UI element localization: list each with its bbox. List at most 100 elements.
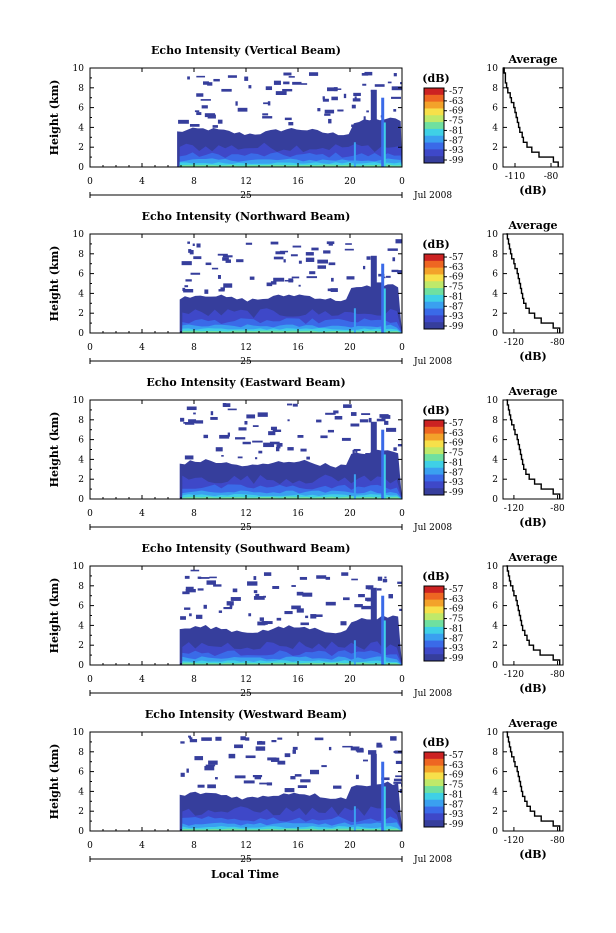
colorbar-swatch	[424, 322, 444, 330]
average-x-label: (dB)	[519, 184, 546, 197]
echo-speckle	[351, 124, 356, 127]
x-tick-label: 20	[344, 343, 356, 353]
echo-speckle	[267, 101, 271, 106]
echo-speckle	[299, 576, 308, 580]
colorbar-swatch	[424, 447, 444, 455]
echo-speckle	[193, 256, 202, 260]
echo-speckle	[180, 417, 185, 422]
echo-speckle	[385, 275, 391, 278]
echo-band-4	[182, 496, 402, 499]
echo-speckle	[390, 736, 397, 741]
echo-speckle	[368, 750, 377, 755]
avg-y-tick-label: 6	[492, 104, 498, 114]
echo-speckle	[298, 284, 301, 287]
x-tick-label: 16	[292, 343, 304, 353]
colorbar-swatch	[424, 460, 444, 469]
echo-speckle	[272, 585, 280, 589]
echo-speckle	[350, 746, 360, 751]
colorbar-swatch	[424, 274, 444, 282]
colorbar-swatch	[424, 454, 444, 462]
echo-speckle	[374, 84, 385, 87]
echo-speckle	[321, 765, 327, 768]
echo-speckle	[206, 580, 216, 585]
colorbar-tick-label: -63	[449, 263, 464, 273]
echo-speckle	[292, 403, 298, 407]
avg-y-tick-label: 2	[492, 143, 498, 153]
echo-speckle	[234, 775, 246, 779]
echo-speckle	[201, 105, 208, 109]
echo-speckle	[263, 572, 272, 576]
echo-speckle	[248, 85, 252, 89]
echo-speckle	[363, 116, 366, 121]
echo-speckle	[218, 610, 223, 613]
colorbar-tick-label: -99	[449, 156, 464, 166]
echo-speckle	[327, 87, 338, 92]
y-tick-label: 0	[78, 163, 84, 173]
echo-speckle	[263, 102, 269, 105]
echo-speckle	[292, 245, 302, 248]
echo-speckle	[217, 253, 228, 256]
colorbar-swatch	[424, 301, 444, 309]
echo-speckle	[197, 784, 205, 788]
echo-speckle	[389, 455, 397, 458]
echo-speckle	[378, 784, 382, 790]
colorbar-tick-label: -93	[449, 478, 464, 488]
echo-speckle	[263, 442, 275, 448]
echo-speckle	[328, 242, 333, 246]
echo-speckle	[341, 437, 351, 441]
echo-speckle	[190, 272, 201, 275]
echo-speckle	[302, 592, 313, 597]
echo-speckle	[180, 772, 185, 777]
echo-speckle	[187, 76, 190, 80]
heatmap-cells	[177, 71, 402, 167]
echo-speckle	[215, 736, 222, 741]
echo-speckle	[247, 581, 258, 586]
echo-speckle	[311, 247, 319, 251]
avg-y-tick-label: 0	[492, 329, 498, 339]
avg-x-tick-label: -80	[544, 172, 559, 182]
echo-speckle	[245, 755, 256, 759]
echo-speckle	[359, 419, 369, 423]
x-tick-label: 4	[139, 509, 145, 519]
colorbar-tick-label: -63	[449, 595, 464, 605]
colorbar-tick-label: -69	[449, 771, 464, 781]
echo-speckle	[234, 744, 243, 749]
echo-speckle	[360, 747, 364, 751]
average-x-label: (dB)	[519, 516, 546, 529]
echo-speckle	[284, 611, 293, 615]
x-tick-label: 0	[399, 343, 405, 353]
colorbar-swatch	[424, 813, 444, 821]
echo-speckle	[291, 585, 296, 587]
echo-speckle	[288, 122, 294, 126]
echo-speckle	[399, 608, 402, 611]
echo-speckle	[284, 788, 295, 793]
plume-small	[353, 308, 356, 333]
date-day-label: 25	[240, 689, 252, 699]
echo-speckle	[317, 108, 321, 112]
echo-speckle	[240, 736, 246, 741]
echo-speckle	[223, 283, 233, 288]
echo-speckle	[306, 456, 310, 460]
colorbar-swatch	[424, 94, 444, 103]
y-tick-label: 2	[78, 807, 84, 817]
avg-y-tick-label: 4	[492, 787, 498, 797]
colorbar-tick-label: -69	[449, 273, 464, 283]
colorbar-unit-label: (dB)	[422, 72, 449, 85]
colorbar-tick-label: -57	[449, 751, 464, 761]
x-tick-label: 20	[344, 841, 356, 851]
y-tick-label: 0	[78, 329, 84, 339]
echo-speckle	[301, 83, 308, 85]
echo-speckle	[266, 782, 273, 786]
echo-speckle	[277, 737, 283, 740]
colorbar-tick-label: -99	[449, 322, 464, 332]
echo-speckle	[269, 441, 280, 445]
x-tick-label: 4	[139, 343, 145, 353]
echo-speckle	[397, 581, 402, 584]
echo-speckle	[284, 753, 291, 758]
echo-speckle	[235, 437, 246, 440]
y-tick-label: 2	[78, 475, 84, 485]
echo-speckle	[395, 760, 402, 765]
echo-speckle	[310, 769, 320, 775]
echo-speckle	[232, 588, 238, 593]
echo-speckle	[309, 271, 316, 275]
